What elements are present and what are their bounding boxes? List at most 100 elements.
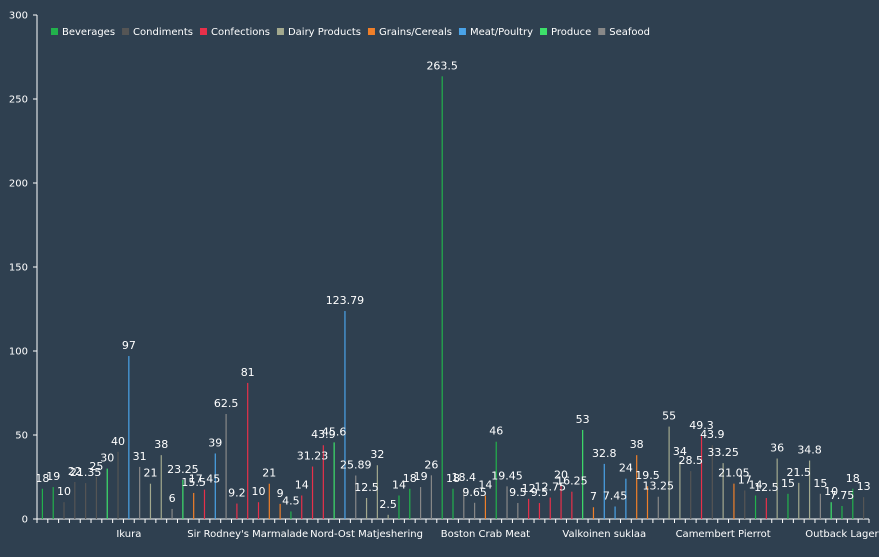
bar[interactable] (128, 356, 130, 519)
bar[interactable] (852, 488, 854, 519)
bar[interactable] (409, 488, 411, 519)
bar[interactable] (193, 492, 195, 519)
bar[interactable] (301, 495, 303, 519)
bar[interactable] (441, 76, 443, 519)
bar[interactable] (247, 382, 249, 519)
bar[interactable] (700, 436, 703, 519)
bar[interactable] (333, 442, 335, 519)
legend-label[interactable]: Dairy Products (288, 27, 361, 38)
bar[interactable] (787, 493, 789, 519)
bar[interactable] (290, 511, 292, 519)
bar[interactable] (722, 463, 724, 519)
bar[interactable] (830, 502, 832, 519)
bar[interactable] (376, 465, 378, 519)
bar[interactable] (862, 497, 865, 519)
legend-swatch (367, 28, 375, 35)
bar[interactable] (538, 503, 541, 519)
bar[interactable] (463, 488, 465, 519)
x-category-label: Sir Rodney's Marmalade (187, 529, 308, 540)
bar[interactable] (711, 445, 713, 519)
bar[interactable] (236, 503, 238, 519)
bar[interactable] (106, 468, 108, 519)
bar[interactable] (506, 486, 508, 519)
bar[interactable] (117, 451, 119, 519)
bar[interactable] (85, 483, 87, 519)
bar[interactable] (74, 482, 76, 519)
legend-label[interactable]: Seafood (609, 27, 650, 38)
bar[interactable] (203, 489, 206, 519)
bar[interactable] (657, 496, 659, 519)
bar[interactable] (419, 487, 422, 519)
bar[interactable] (214, 453, 216, 519)
bar[interactable] (41, 488, 44, 519)
bar[interactable] (603, 463, 605, 519)
bar[interactable] (528, 498, 530, 519)
bar[interactable] (636, 455, 638, 519)
bar[interactable] (841, 505, 843, 519)
bar[interactable] (733, 483, 735, 519)
bar[interactable] (754, 495, 757, 519)
legend-label[interactable]: Meat/Poultry (470, 27, 533, 38)
bar-value-label: 38 (154, 438, 168, 451)
bar[interactable] (776, 458, 778, 519)
bar-value-label: 39 (208, 436, 222, 449)
bar-value-label: 21.5 (787, 466, 812, 479)
bar[interactable] (819, 493, 821, 519)
legend-label[interactable]: Beverages (62, 27, 115, 38)
bar[interactable] (344, 311, 346, 519)
bar[interactable] (257, 502, 260, 519)
bar[interactable] (474, 502, 476, 519)
bar[interactable] (484, 495, 487, 519)
bar[interactable] (560, 485, 562, 519)
bar-value-label: 21.05 (718, 467, 750, 480)
bar-value-label: 36 (770, 442, 784, 455)
bar[interactable] (430, 475, 432, 519)
legend-label[interactable]: Condiments (133, 27, 193, 38)
bar[interactable] (765, 498, 767, 519)
bar[interactable] (139, 466, 141, 519)
bar[interactable] (63, 502, 65, 519)
bar[interactable] (355, 475, 357, 519)
bar[interactable] (592, 507, 595, 519)
bar[interactable] (268, 483, 270, 519)
bar[interactable] (171, 508, 173, 519)
bar[interactable] (311, 466, 314, 519)
bar[interactable] (582, 429, 584, 519)
bar[interactable] (625, 478, 627, 519)
bar-value-label: 23.25 (167, 463, 199, 476)
bar[interactable] (182, 479, 184, 519)
bar[interactable] (279, 503, 281, 519)
bar[interactable] (52, 487, 54, 519)
bar[interactable] (798, 482, 800, 519)
bar[interactable] (517, 503, 519, 519)
bar[interactable] (149, 483, 152, 519)
bar[interactable] (160, 455, 162, 519)
bar[interactable] (452, 488, 454, 519)
legend-label[interactable]: Produce (551, 27, 591, 38)
bar-value-label: 12.5 (754, 481, 779, 494)
bar[interactable] (808, 460, 811, 519)
bar[interactable] (365, 498, 368, 519)
bar[interactable] (571, 491, 573, 519)
bar[interactable] (690, 471, 692, 519)
bar[interactable] (387, 514, 389, 519)
bar[interactable] (495, 441, 497, 519)
bar[interactable] (679, 461, 681, 519)
bar[interactable] (322, 445, 324, 519)
bar[interactable] (398, 495, 400, 519)
bar-value-label: 14 (478, 478, 492, 491)
bar-value-label: 13 (857, 480, 871, 493)
bar[interactable] (668, 426, 670, 519)
bar-value-label: 32.8 (592, 447, 617, 460)
x-category-label: Nord-Ost Matjeshering (310, 529, 423, 540)
bar[interactable] (614, 506, 616, 519)
bar[interactable] (646, 486, 649, 519)
bar[interactable] (549, 497, 551, 519)
legend-label[interactable]: Confections (211, 27, 270, 38)
bar[interactable] (225, 414, 227, 519)
bar[interactable] (744, 490, 746, 519)
legend-label[interactable]: Grains/Cereals (379, 27, 452, 38)
bar-value-label: 2.5 (379, 498, 397, 511)
bar[interactable] (95, 477, 98, 519)
bar-value-label: 43.9 (700, 428, 725, 441)
